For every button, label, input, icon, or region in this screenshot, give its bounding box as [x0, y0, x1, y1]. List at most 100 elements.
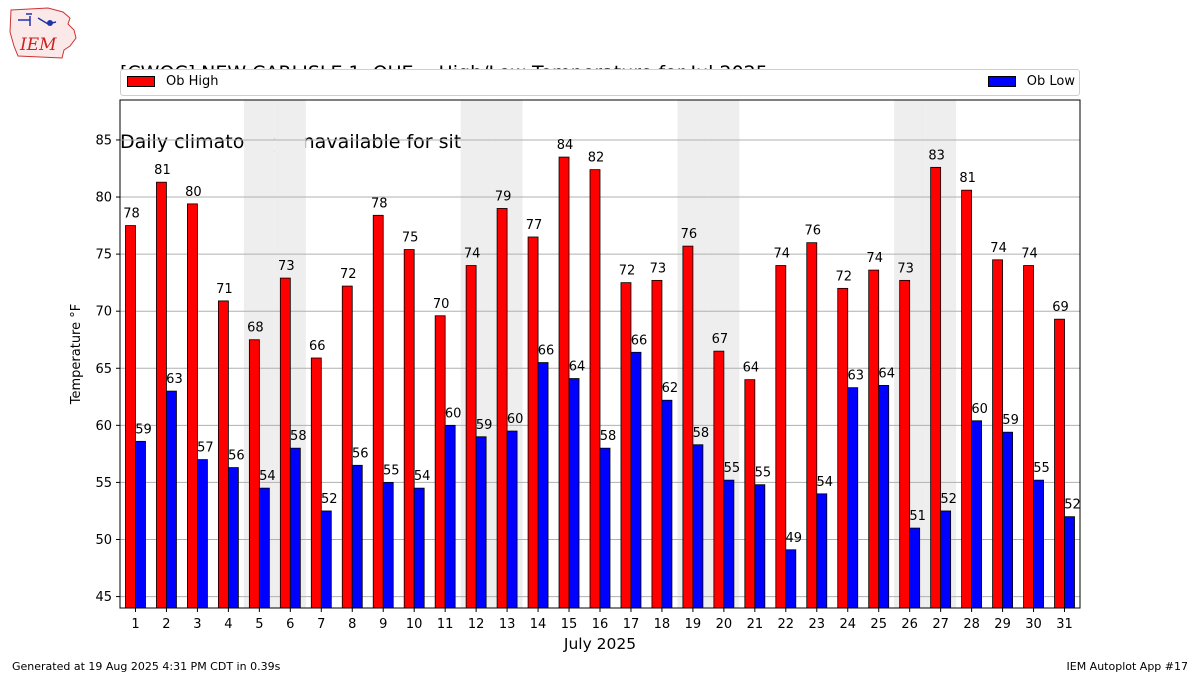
high-bar [558, 156, 570, 609]
low-bar-label: 58 [290, 429, 307, 444]
high-bar [589, 169, 601, 609]
high-bar-label: 74 [866, 251, 883, 266]
low-bar-label: 60 [445, 406, 462, 421]
low-bar-label: 59 [476, 418, 493, 433]
low-bar-label: 54 [817, 475, 834, 490]
x-tick-label: 7 [317, 617, 325, 632]
low-bar-label: 58 [693, 426, 710, 441]
x-tick-label: 15 [561, 617, 578, 632]
high-bar-label: 80 [185, 185, 202, 200]
logo-text: IEM [19, 35, 57, 55]
low-bar-label: 55 [383, 463, 400, 478]
high-bar-label: 73 [650, 261, 667, 276]
low-bar-label: 49 [786, 531, 803, 546]
x-tick-label: 18 [654, 617, 671, 632]
y-axis-label: Temperature °F [69, 304, 84, 405]
legend-label-high: Ob High [166, 74, 219, 89]
high-bar-label: 73 [278, 259, 295, 274]
plot-frame [119, 99, 1081, 609]
high-bar-label: 72 [340, 267, 357, 282]
low-bar [971, 420, 983, 609]
high-bar [465, 265, 477, 609]
low-bar [909, 527, 921, 609]
x-tick-label: 13 [499, 617, 516, 632]
low-bar-label: 64 [878, 366, 895, 381]
x-tick-label: 17 [623, 617, 640, 632]
high-bar [713, 350, 725, 609]
low-bar [135, 440, 146, 609]
high-bar [496, 208, 508, 609]
low-bar [227, 467, 239, 609]
x-tick-label: 30 [1025, 617, 1042, 632]
high-bar [837, 287, 849, 609]
high-bar [775, 265, 787, 609]
low-bar [1002, 431, 1013, 609]
high-bar [217, 300, 229, 609]
y-tick-label: 70 [95, 305, 112, 320]
low-bar [351, 464, 363, 609]
low-bar-label: 52 [940, 492, 957, 507]
low-bar [568, 378, 580, 609]
low-bar [166, 390, 177, 609]
low-bar [599, 447, 611, 609]
high-bar [930, 166, 942, 609]
high-bar-label: 66 [309, 339, 326, 354]
app-footer: IEM Autoplot App #17 [1066, 660, 1189, 673]
low-bar [940, 510, 952, 609]
high-bar [744, 379, 756, 609]
y-tick-label: 50 [95, 533, 112, 548]
generated-footer: Generated at 19 Aug 2025 4:31 PM CDT in … [12, 660, 281, 673]
x-tick-label: 31 [1056, 617, 1073, 632]
high-bar [187, 203, 198, 609]
high-bar [403, 249, 415, 609]
y-tick-label: 75 [95, 248, 112, 263]
high-bar [434, 315, 446, 609]
low-bar [444, 424, 456, 609]
low-bar-label: 58 [600, 429, 617, 444]
low-bar [1064, 516, 1075, 609]
low-bar-label: 62 [662, 381, 679, 396]
low-bar [816, 493, 828, 609]
high-bar [682, 245, 694, 609]
low-bar-label: 56 [228, 449, 245, 464]
low-bar [754, 484, 766, 609]
y-tick-label: 60 [95, 419, 112, 434]
x-tick-label: 29 [994, 617, 1011, 632]
low-bar [692, 444, 704, 609]
high-bar [125, 225, 136, 609]
high-bar-label: 74 [774, 247, 791, 262]
low-bar [537, 362, 549, 609]
x-tick-label: 14 [530, 617, 547, 632]
legend-entry-high: Ob High [127, 74, 219, 89]
x-tick-label: 25 [870, 617, 887, 632]
x-tick-label: 10 [406, 617, 423, 632]
low-bar-label: 52 [1064, 498, 1081, 513]
low-bar [258, 487, 270, 609]
low-bar [475, 436, 487, 609]
low-bar [723, 479, 735, 609]
low-bar [382, 482, 394, 609]
high-bar-label: 71 [216, 282, 233, 297]
low-bar [847, 387, 859, 609]
high-bar [279, 277, 291, 609]
y-tick-label: 45 [95, 590, 112, 605]
low-bar-label: 51 [909, 509, 926, 524]
legend-entry-low: Ob Low [987, 74, 1075, 89]
y-tick-label: 55 [95, 476, 112, 491]
high-bar-label: 76 [805, 224, 822, 239]
legend-swatch-low [987, 76, 1016, 87]
high-bar [620, 282, 632, 609]
high-bar [341, 285, 353, 609]
high-bar [1023, 265, 1034, 609]
high-bar-label: 72 [835, 269, 852, 284]
high-bar-label: 79 [495, 189, 512, 204]
low-bar-label: 52 [321, 492, 338, 507]
x-axis-label: July 2025 [563, 635, 636, 653]
x-tick-label: 6 [286, 617, 294, 632]
high-bar-label: 74 [1021, 247, 1038, 262]
high-bar-label: 81 [959, 171, 976, 186]
high-bar-label: 72 [619, 264, 636, 279]
low-bar [630, 351, 642, 609]
iem-logo: IEM [9, 7, 77, 59]
